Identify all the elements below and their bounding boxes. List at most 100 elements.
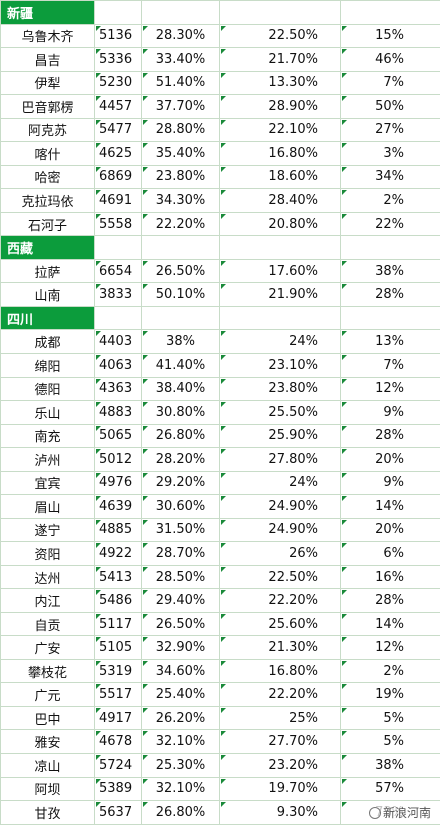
value-cell: 5477 — [94, 117, 142, 143]
value-cell: 5012 — [94, 447, 142, 472]
table-row: 乐山 4883 30.80% 25.50% 9% — [0, 400, 440, 425]
percent-cell-c: 38% — [340, 258, 440, 284]
value-cell: 4063 — [94, 352, 142, 378]
table-row: 眉山 4639 30.60% 24.90% 14% — [0, 494, 440, 519]
percent-cell-a: 41.40% — [141, 352, 220, 378]
percent-cell-b: 21.90% — [219, 282, 341, 307]
empty-cell — [340, 235, 440, 260]
percent-cell-b: 24% — [219, 329, 341, 354]
city-name-cell: 德阳 — [0, 376, 95, 402]
table-row: 遂宁 4885 31.50% 24.90% 20% — [0, 517, 440, 543]
empty-cell — [219, 0, 341, 25]
percent-cell-c: 13% — [340, 329, 440, 354]
percent-cell-b: 17.60% — [219, 258, 341, 284]
percent-cell-a: 34.30% — [141, 188, 220, 213]
percent-cell-c: 12% — [340, 635, 440, 660]
city-name-cell: 广安 — [0, 635, 95, 660]
percent-cell-a: 30.60% — [141, 494, 220, 519]
percent-cell-b: 22.10% — [219, 117, 341, 143]
percent-cell-c: 27% — [340, 117, 440, 143]
city-name-cell: 巴中 — [0, 705, 95, 731]
percent-cell-b: 24% — [219, 470, 341, 496]
city-name-cell: 宜宾 — [0, 470, 95, 496]
table-row: 凉山 5724 25.30% 23.20% 38% — [0, 753, 440, 778]
value-cell: 4625 — [94, 141, 142, 166]
table-row: 攀枝花 5319 34.60% 16.80% 2% — [0, 658, 440, 684]
table-row: 哈密 6869 23.80% 18.60% 34% — [0, 164, 440, 190]
region-name: 四川 — [0, 305, 95, 331]
percent-cell-c: 46% — [340, 47, 440, 72]
percent-cell-a: 26.20% — [141, 705, 220, 731]
table-row: 石河子 5558 22.20% 20.80% 22% — [0, 211, 440, 237]
empty-cell — [141, 235, 220, 260]
city-name-cell: 泸州 — [0, 447, 95, 472]
percent-cell-a: 23.80% — [141, 164, 220, 190]
percent-cell-a: 51.40% — [141, 70, 220, 96]
percent-cell-a: 29.20% — [141, 470, 220, 496]
percent-cell-c: 2% — [340, 658, 440, 684]
table-row: 宜宾 4976 29.20% 24% 9% — [0, 470, 440, 496]
percent-cell-b: 25% — [219, 705, 341, 731]
table-row: 喀什 4625 35.40% 16.80% 3% — [0, 141, 440, 166]
percent-cell-c: 34% — [340, 164, 440, 190]
table-row: 绵阳 4063 41.40% 23.10% 7% — [0, 352, 440, 378]
table-row: 自贡 5117 26.50% 25.60% 14% — [0, 611, 440, 637]
percent-cell-b: 16.80% — [219, 658, 341, 684]
city-name-cell: 石河子 — [0, 211, 95, 237]
percent-cell-a: 25.40% — [141, 682, 220, 707]
percent-cell-a: 31.50% — [141, 517, 220, 543]
table-row: 达州 5413 28.50% 22.50% 16% — [0, 564, 440, 590]
percent-cell-a: 26.80% — [141, 800, 220, 825]
city-name-cell: 达州 — [0, 564, 95, 590]
percent-cell-b: 22.20% — [219, 682, 341, 707]
percent-cell-c: 3% — [340, 141, 440, 166]
value-cell: 3833 — [94, 282, 142, 307]
percent-cell-c: 38% — [340, 753, 440, 778]
value-cell: 5319 — [94, 658, 142, 684]
city-name-cell: 内江 — [0, 588, 95, 613]
percent-cell-b: 16.80% — [219, 141, 341, 166]
percent-cell-b: 19.70% — [219, 776, 341, 802]
table-row: 昌吉 5336 33.40% 21.70% 46% — [0, 47, 440, 72]
percent-cell-c: 6% — [340, 541, 440, 566]
percent-cell-b: 21.70% — [219, 47, 341, 72]
percent-cell-c: 9% — [340, 400, 440, 425]
city-name-cell: 乐山 — [0, 400, 95, 425]
city-name-cell: 绵阳 — [0, 352, 95, 378]
empty-cell — [141, 0, 220, 25]
city-name-cell: 眉山 — [0, 494, 95, 519]
city-name-cell: 雅安 — [0, 729, 95, 754]
value-cell: 4639 — [94, 494, 142, 519]
table-row: 泸州 5012 28.20% 27.80% 20% — [0, 447, 440, 472]
percent-cell-c: 50% — [340, 94, 440, 119]
value-cell: 5413 — [94, 564, 142, 590]
city-name-cell: 遂宁 — [0, 517, 95, 543]
percent-cell-c: 9% — [340, 470, 440, 496]
table-row: 成都 4403 38% 24% 13% — [0, 329, 440, 354]
table-row: 阿坝 5389 32.10% 19.70% 57% — [0, 776, 440, 802]
table-row: 山南 3833 50.10% 21.90% 28% — [0, 282, 440, 307]
city-name-cell: 阿坝 — [0, 776, 95, 802]
city-name-cell: 攀枝花 — [0, 658, 95, 684]
city-name-cell: 南充 — [0, 423, 95, 449]
percent-cell-a: 34.60% — [141, 658, 220, 684]
empty-cell — [141, 305, 220, 331]
empty-cell — [94, 235, 142, 260]
percent-cell-a: 28.50% — [141, 564, 220, 590]
table-row: 内江 5486 29.40% 22.20% 28% — [0, 588, 440, 613]
city-name-cell: 哈密 — [0, 164, 95, 190]
percent-cell-c: 16% — [340, 564, 440, 590]
value-cell: 5336 — [94, 47, 142, 72]
percent-cell-c: 15% — [340, 23, 440, 49]
percent-cell-a: 28.20% — [141, 447, 220, 472]
city-name-cell: 喀什 — [0, 141, 95, 166]
table-row: 拉萨 6654 26.50% 17.60% 38% — [0, 258, 440, 284]
value-cell: 5105 — [94, 635, 142, 660]
percent-cell-a: 28.70% — [141, 541, 220, 566]
table-row: 德阳 4363 38.40% 23.80% 12% — [0, 376, 440, 402]
city-name-cell: 广元 — [0, 682, 95, 707]
percent-cell-c: 57% — [340, 776, 440, 802]
watermark: 新浪河南 — [365, 804, 434, 821]
value-cell: 4457 — [94, 94, 142, 119]
